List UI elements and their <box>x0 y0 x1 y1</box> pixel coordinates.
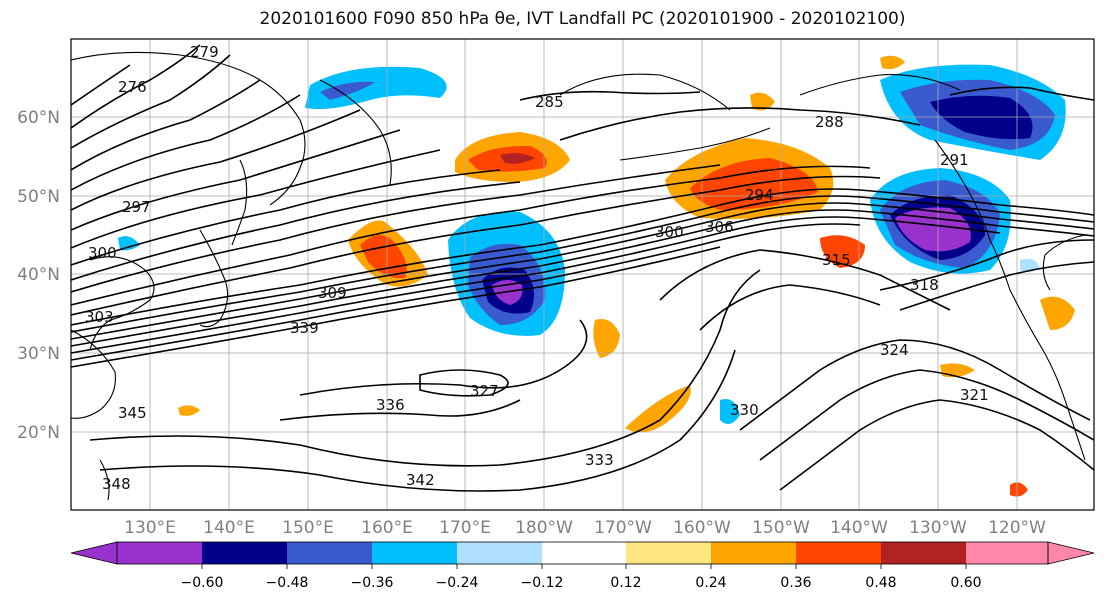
longitude-labels: 130°E 140°E 150°E 160°E 170°E 180°W 170°… <box>124 518 1046 538</box>
lon-label: 140°E <box>203 518 255 538</box>
colorbar-tick: 0.24 <box>695 575 726 591</box>
contour-label: 324 <box>880 341 909 359</box>
lon-label: 150°W <box>752 518 810 538</box>
lon-label: 120°W <box>988 518 1046 538</box>
contour-label: 327 <box>470 382 499 400</box>
colorbar-segment <box>881 542 966 564</box>
colorbar-tick: −0.48 <box>266 575 309 591</box>
lat-label: 30°N <box>17 344 60 364</box>
contour-label: 285 <box>535 93 564 111</box>
colorbar-tick: −0.12 <box>521 575 564 591</box>
contour-label: 300 <box>88 244 117 262</box>
contour-label: 288 <box>815 113 844 131</box>
colorbar-segment <box>542 542 626 564</box>
contour-label: 297 <box>122 198 151 216</box>
colorbar-tick: 0.36 <box>780 575 811 591</box>
latitude-labels: 60°N 50°N 40°N 30°N 20°N <box>17 108 60 443</box>
colorbar-max-arrow <box>1047 541 1095 565</box>
contour-label: 318 <box>910 276 939 294</box>
contour-label: 294 <box>745 186 774 204</box>
gridlines <box>71 39 1094 510</box>
lat-label: 40°N <box>17 265 60 285</box>
coastlines <box>71 51 1086 501</box>
contour-label: 306 <box>705 218 734 236</box>
colorbar-tick: −0.24 <box>436 575 479 591</box>
lat-label: 50°N <box>17 187 60 207</box>
lon-label: 170°W <box>594 518 652 538</box>
contour-label: 279 <box>190 43 219 61</box>
colorbar-segment <box>626 542 711 564</box>
lat-label: 60°N <box>17 108 60 128</box>
colorbar-tick: 0.48 <box>865 575 896 591</box>
lon-label: 130°W <box>909 518 967 538</box>
map-panel: 279 276 285 288 291 294 300 306 309 303 … <box>70 38 1095 511</box>
colorbar-segment <box>202 542 287 564</box>
contour-label: 342 <box>406 471 435 489</box>
lon-label: 130°E <box>124 518 176 538</box>
lon-label: 170°E <box>439 518 491 538</box>
colorbar-tick: 0.12 <box>610 575 641 591</box>
theta-e-contours <box>71 44 1094 492</box>
contour-label: 300 <box>655 223 684 241</box>
colorbar-tick: 0.60 <box>950 575 981 591</box>
contour-label: 291 <box>940 151 969 169</box>
contour-label: 309 <box>318 284 347 302</box>
contour-label: 336 <box>376 396 405 414</box>
lon-label: 160°W <box>673 518 731 538</box>
colorbar-segment <box>966 542 1048 564</box>
colorbar-segment <box>711 542 796 564</box>
colorbar-tick: −0.36 <box>351 575 394 591</box>
map-title: 2020101600 F090 850 hPa θe, IVT Landfall… <box>259 9 906 29</box>
lat-label: 20°N <box>17 423 60 443</box>
colorbar-segment <box>117 542 202 564</box>
colorbar-segment <box>287 542 372 564</box>
colorbar-tick: −0.60 <box>181 575 224 591</box>
contour-label: 321 <box>960 386 989 404</box>
contour-label: 333 <box>585 451 614 469</box>
colorbar-segment <box>372 542 457 564</box>
lon-label: 150°E <box>282 518 334 538</box>
lon-label: 160°E <box>361 518 413 538</box>
colorbar: −0.60 −0.48 −0.36 −0.24 −0.12 0.12 0.24 … <box>70 541 1095 591</box>
colorbar-min-arrow <box>70 541 118 565</box>
lon-label: 140°W <box>830 518 888 538</box>
contour-label: 345 <box>118 404 147 422</box>
contour-label: 276 <box>118 78 147 96</box>
colorbar-segment <box>796 542 881 564</box>
colorbar-segment <box>457 542 542 564</box>
lon-label: 180°W <box>515 518 573 538</box>
contour-label: 348 <box>102 475 131 493</box>
contour-labels: 279 276 285 288 291 294 300 306 309 303 … <box>85 43 989 493</box>
contour-label: 330 <box>730 401 759 419</box>
contour-label: 315 <box>822 251 851 269</box>
contour-label: 339 <box>290 319 319 337</box>
contour-label: 303 <box>85 308 114 326</box>
